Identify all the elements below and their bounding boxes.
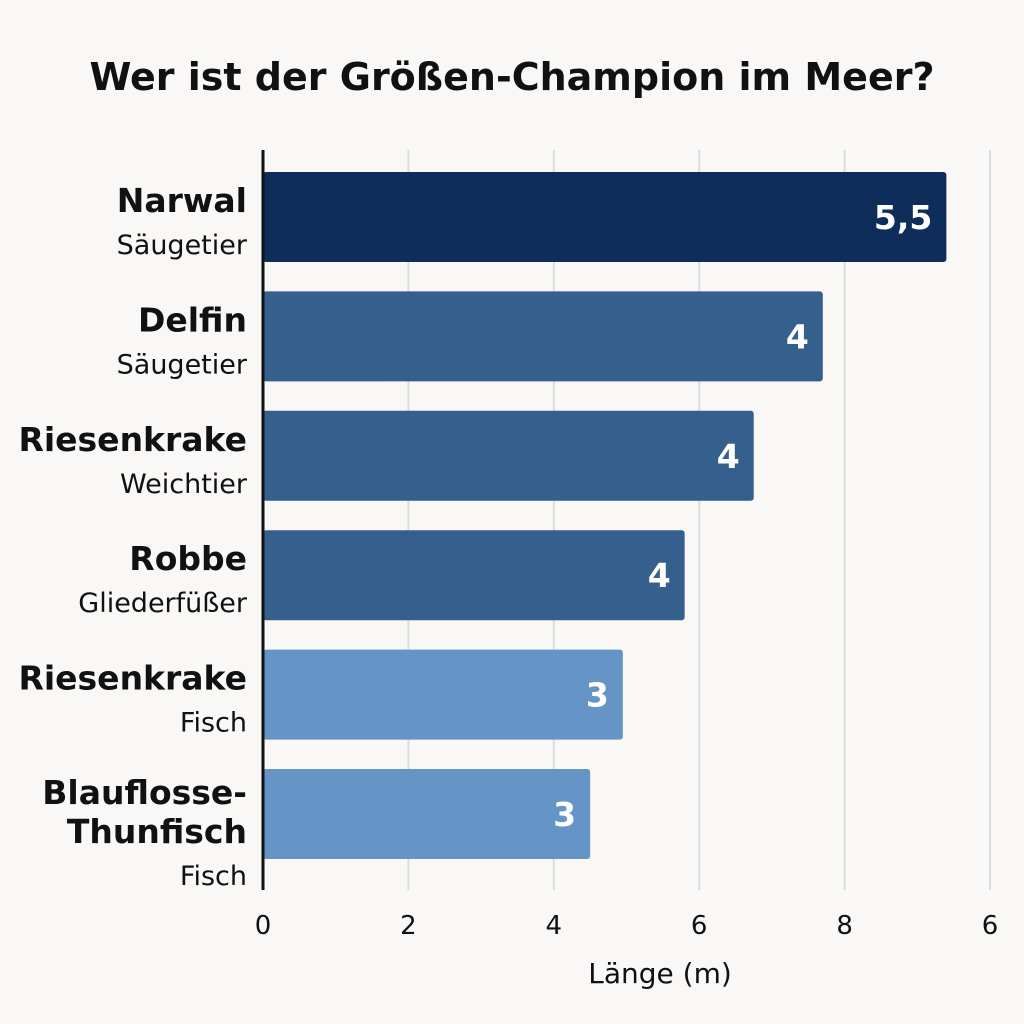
category-group: Fisch xyxy=(180,861,247,892)
data-label: 4 xyxy=(786,317,809,356)
category-name: Delfin xyxy=(138,300,247,339)
bar xyxy=(263,291,823,382)
category-name: Thunfisch xyxy=(67,812,247,851)
category-name: Blauflosse- xyxy=(42,773,247,812)
bar xyxy=(263,649,623,740)
category-group: Fisch xyxy=(180,708,247,739)
x-tick-label: 4 xyxy=(546,911,563,941)
data-label: 3 xyxy=(553,795,576,834)
bars: 5,5 4 4 4 3 3 xyxy=(263,172,947,859)
x-tick-label: 6 xyxy=(982,911,999,941)
category-name: Riesenkrake xyxy=(18,420,247,459)
category-name: Robbe xyxy=(129,539,247,578)
gridlines xyxy=(407,150,991,890)
category-group: Weichtier xyxy=(120,469,248,500)
category-name: Narwal xyxy=(117,181,247,220)
chart-title: Wer ist der Größen-Champion im Meer? xyxy=(89,55,934,99)
data-label: 3 xyxy=(586,676,609,715)
x-axis-label: Länge (m) xyxy=(588,957,732,990)
x-tick-label: 6 xyxy=(691,911,708,941)
category-group: Säugetier xyxy=(117,349,248,380)
bar xyxy=(263,172,947,262)
x-axis-ticks: 0 2 4 6 8 6 xyxy=(255,911,999,941)
category-group: Gliederfüßer xyxy=(78,588,248,619)
category-name: Riesenkrake xyxy=(18,659,247,698)
bar xyxy=(263,410,754,501)
x-tick-label: 8 xyxy=(836,911,853,941)
bar xyxy=(263,769,591,859)
data-label: 4 xyxy=(648,556,671,595)
data-label: 4 xyxy=(717,437,740,476)
x-tick-label: 0 xyxy=(255,911,272,941)
data-label: 5,5 xyxy=(874,198,932,237)
bar xyxy=(263,530,685,621)
x-tick-label: 2 xyxy=(400,911,417,941)
category-labels: Narwal Säugetier Delfin Säugetier Riesenkrak… xyxy=(18,181,247,892)
category-group: Säugetier xyxy=(117,230,248,261)
